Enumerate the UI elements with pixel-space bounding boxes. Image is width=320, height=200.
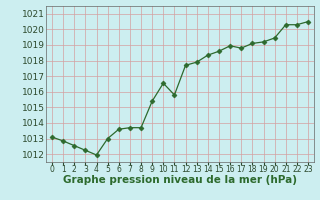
X-axis label: Graphe pression niveau de la mer (hPa): Graphe pression niveau de la mer (hPa) [63,175,297,185]
